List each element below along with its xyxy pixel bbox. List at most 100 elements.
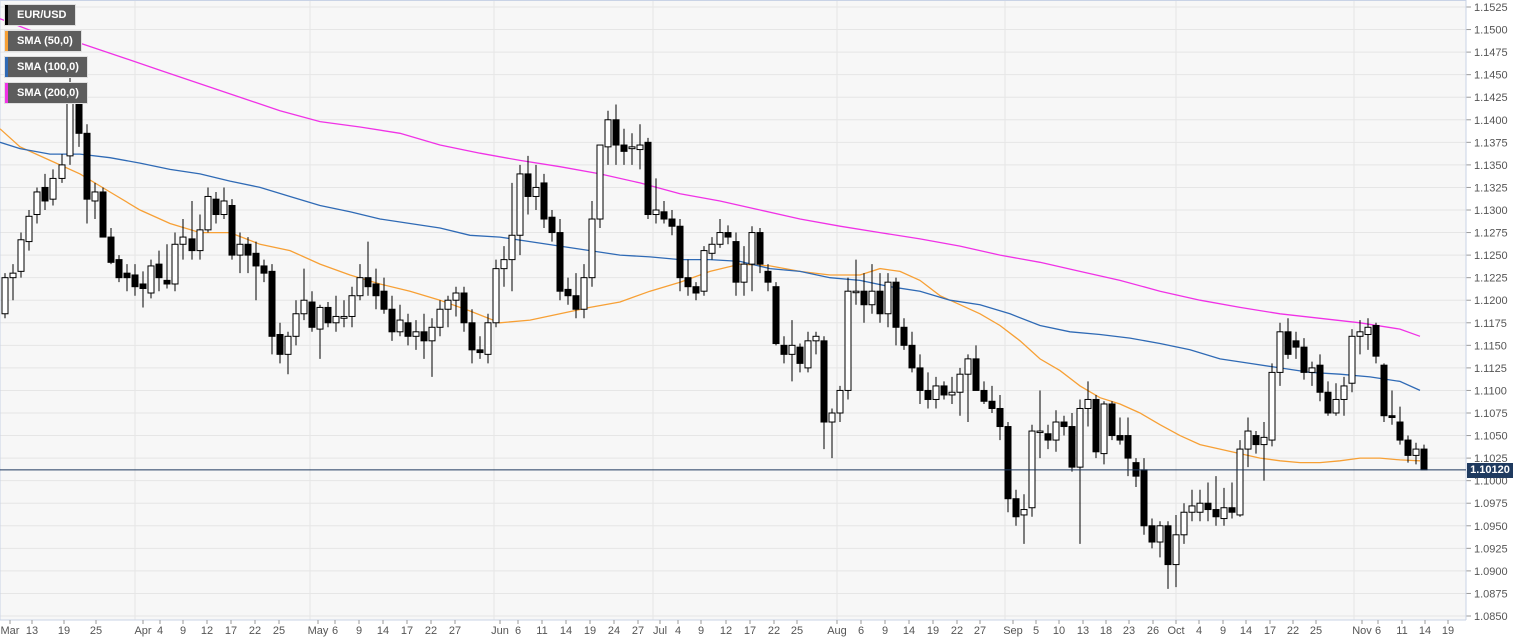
legend-item-sma100[interactable]: SMA (100,0) (4, 56, 88, 78)
candle-body[interactable] (596, 144, 604, 220)
candle-body[interactable] (1284, 331, 1292, 355)
candle-body[interactable] (612, 119, 620, 146)
candle-body[interactable] (908, 344, 916, 369)
candle-body[interactable] (1396, 421, 1404, 441)
candle-body[interactable] (244, 243, 252, 256)
candle-body[interactable] (500, 259, 508, 270)
candle-body[interactable] (460, 292, 468, 324)
candle-body[interactable] (764, 270, 772, 283)
candle-body[interactable] (1156, 525, 1164, 543)
candle-body[interactable] (1196, 502, 1204, 513)
candle-body[interactable] (91, 191, 99, 202)
candle-body[interactable] (1020, 509, 1028, 516)
candle-body[interactable] (732, 241, 740, 283)
candle-body[interactable] (220, 200, 228, 216)
candle-body[interactable] (1228, 507, 1236, 513)
candle-body[interactable] (644, 141, 652, 216)
candle-body[interactable] (1268, 371, 1276, 441)
candle-body[interactable] (756, 232, 764, 265)
candle-body[interactable] (1260, 436, 1268, 446)
candle-body[interactable] (980, 389, 988, 402)
candle-body[interactable] (1220, 507, 1228, 520)
candle-body[interactable] (1276, 331, 1284, 373)
candle-body[interactable] (484, 322, 492, 355)
candle-body[interactable] (1116, 435, 1124, 441)
candle-body[interactable] (588, 218, 596, 279)
candle-body[interactable] (708, 243, 716, 254)
candle-body[interactable] (380, 290, 388, 310)
candle-body[interactable] (812, 335, 820, 342)
candle-body[interactable] (868, 290, 876, 306)
candle-body[interactable] (532, 186, 540, 197)
candle-body[interactable] (580, 277, 588, 310)
candle-body[interactable] (828, 412, 836, 423)
candle-body[interactable] (284, 335, 292, 355)
candle-body[interactable] (620, 144, 628, 152)
candle-body[interactable] (476, 349, 484, 354)
candle-body[interactable] (516, 173, 524, 236)
candle-body[interactable] (300, 299, 308, 315)
candle-body[interactable] (964, 358, 972, 375)
candle-body[interactable] (1052, 421, 1060, 441)
candle-body[interactable] (1300, 346, 1308, 373)
candle-body[interactable] (876, 290, 884, 315)
candle-body[interactable] (372, 283, 380, 297)
candle-body[interactable] (804, 340, 812, 369)
candle-body[interactable] (412, 331, 420, 337)
candle-body[interactable] (1324, 391, 1332, 414)
candle-body[interactable] (155, 263, 163, 279)
candle-body[interactable] (940, 385, 948, 396)
candle-body[interactable] (676, 225, 684, 279)
candle-body[interactable] (956, 373, 964, 393)
candle-body[interactable] (548, 216, 556, 234)
candle-body[interactable] (684, 277, 692, 288)
candle-body[interactable] (49, 177, 57, 200)
candle-body[interactable] (276, 334, 284, 355)
candle-body[interactable] (212, 198, 220, 216)
candle-body[interactable] (204, 195, 212, 231)
candle-body[interactable] (33, 191, 41, 216)
candle-body[interactable] (25, 215, 33, 243)
candle-body[interactable] (716, 232, 724, 245)
candle-body[interactable] (131, 274, 139, 288)
candle-body[interactable] (196, 229, 204, 252)
candle-body[interactable] (1244, 430, 1252, 450)
candle-body[interactable] (452, 292, 460, 301)
candle-body[interactable] (348, 295, 356, 317)
candle-body[interactable] (700, 250, 708, 292)
candle-body[interactable] (972, 358, 980, 391)
candle-body[interactable] (1332, 398, 1340, 414)
candle-body[interactable] (1, 277, 9, 315)
candle-body[interactable] (836, 389, 844, 414)
candle-body[interactable] (1372, 324, 1380, 357)
candle-body[interactable] (988, 400, 996, 409)
candle-body[interactable] (1036, 430, 1044, 434)
candle-body[interactable] (364, 277, 372, 288)
candle-body[interactable] (916, 367, 924, 391)
candle-body[interactable] (884, 281, 892, 315)
candle-body[interactable] (107, 236, 115, 263)
candle-body[interactable] (1204, 502, 1212, 511)
candle-body[interactable] (324, 306, 332, 324)
candle-body[interactable] (492, 268, 500, 324)
candle-body[interactable] (139, 283, 147, 289)
candle-body[interactable] (1252, 435, 1260, 446)
candle-body[interactable] (1212, 509, 1220, 518)
candle-body[interactable] (404, 322, 412, 337)
candle-body[interactable] (252, 252, 260, 267)
candle-body[interactable] (1092, 398, 1100, 453)
candle-body[interactable] (932, 385, 940, 400)
candle-body[interactable] (556, 232, 564, 292)
candle-body[interactable] (115, 259, 123, 279)
candle-body[interactable] (188, 238, 196, 252)
candle-body[interactable] (1148, 525, 1156, 543)
candle-body[interactable] (17, 239, 25, 272)
candle-body[interactable] (1100, 403, 1108, 455)
candle-body[interactable] (1364, 326, 1372, 336)
candle-body[interactable] (572, 295, 580, 310)
candle-body[interactable] (388, 308, 396, 333)
candle-body[interactable] (660, 211, 668, 220)
candle-body[interactable] (796, 346, 804, 364)
candle-body[interactable] (396, 319, 404, 333)
